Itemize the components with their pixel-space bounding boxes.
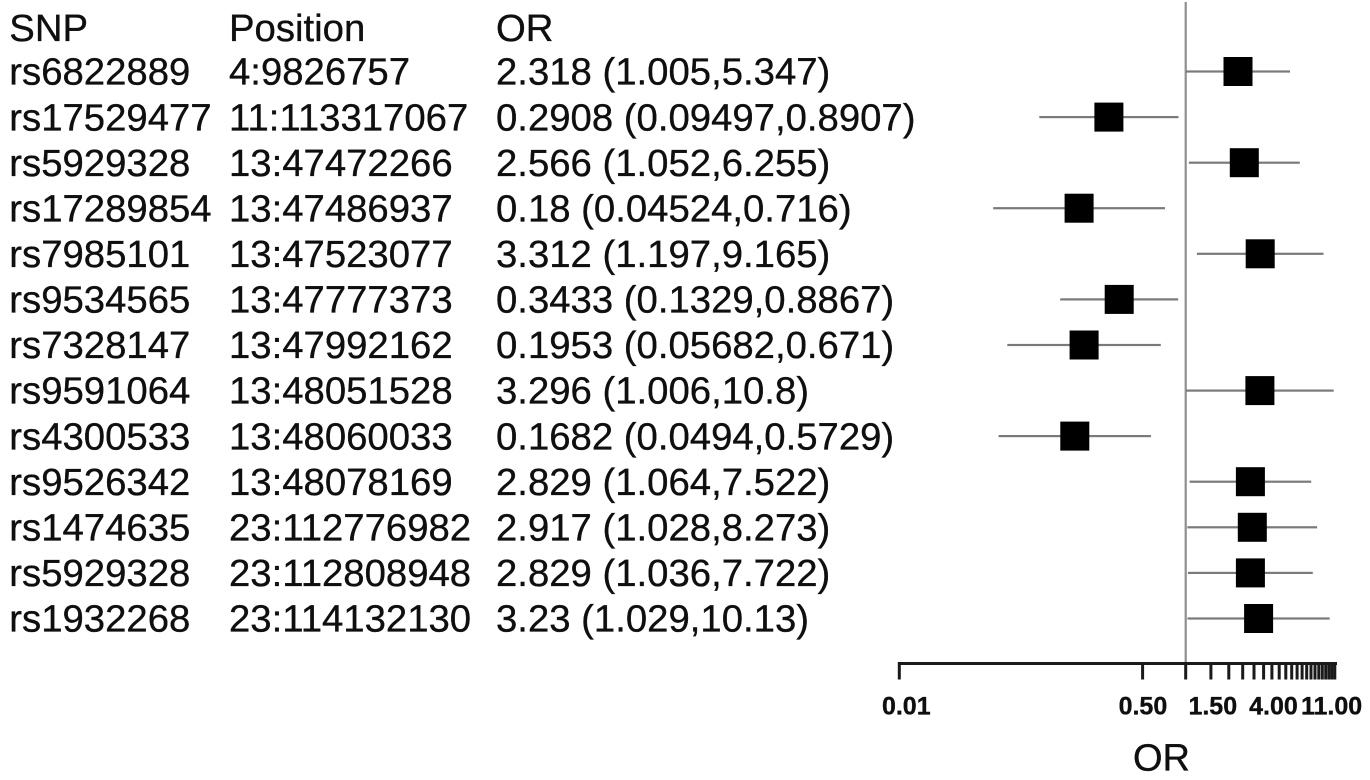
svg-text:rs17289854: rs17289854 — [9, 187, 211, 230]
svg-text:OR: OR — [1133, 738, 1190, 776]
svg-text:23:112808948: 23:112808948 — [229, 552, 471, 595]
svg-text:SNP: SNP — [9, 7, 88, 50]
svg-text:0.3433 (0.1329,0.8867): 0.3433 (0.1329,0.8867) — [496, 279, 894, 322]
svg-text:1.50: 1.50 — [1188, 693, 1237, 721]
svg-text:rs7985101: rs7985101 — [9, 233, 190, 276]
svg-text:13:48060033: 13:48060033 — [229, 415, 453, 458]
svg-text:rs4300533: rs4300533 — [9, 415, 190, 458]
svg-text:23:114132130: 23:114132130 — [229, 598, 471, 641]
svg-text:13:48051528: 13:48051528 — [229, 370, 453, 413]
svg-text:2.318 (1.005,5.347): 2.318 (1.005,5.347) — [496, 51, 830, 94]
svg-text:13:47486937: 13:47486937 — [229, 187, 453, 230]
svg-text:rs1474635: rs1474635 — [9, 507, 190, 550]
svg-text:13:48078169: 13:48078169 — [229, 461, 453, 504]
svg-text:2.829 (1.064,7.522): 2.829 (1.064,7.522) — [496, 461, 830, 504]
svg-text:Position: Position — [229, 7, 365, 50]
svg-text:13:47472266: 13:47472266 — [229, 142, 453, 185]
svg-text:rs9526342: rs9526342 — [9, 461, 190, 504]
svg-text:13:47523077: 13:47523077 — [229, 233, 453, 276]
svg-text:11.00: 11.00 — [1301, 693, 1362, 721]
svg-text:2.917 (1.028,8.273): 2.917 (1.028,8.273) — [496, 507, 830, 550]
svg-text:0.18 (0.04524,0.716): 0.18 (0.04524,0.716) — [496, 187, 852, 230]
svg-text:3.312 (1.197,9.165): 3.312 (1.197,9.165) — [496, 233, 830, 276]
svg-text:13:47992162: 13:47992162 — [229, 324, 453, 367]
svg-text:rs5929328: rs5929328 — [9, 552, 190, 595]
svg-text:OR: OR — [496, 7, 553, 50]
svg-text:3.23 (1.029,10.13): 3.23 (1.029,10.13) — [496, 598, 809, 641]
svg-text:0.1953 (0.05682,0.671): 0.1953 (0.05682,0.671) — [496, 324, 894, 367]
svg-text:rs9534565: rs9534565 — [9, 279, 190, 322]
svg-text:rs6822889: rs6822889 — [9, 51, 190, 94]
svg-text:11:113317067: 11:113317067 — [229, 96, 468, 139]
svg-text:4.00: 4.00 — [1249, 693, 1298, 721]
svg-text:2.566 (1.052,6.255): 2.566 (1.052,6.255) — [496, 142, 830, 185]
svg-text:0.1682 (0.0494,0.5729): 0.1682 (0.0494,0.5729) — [496, 415, 894, 458]
svg-text:3.296 (1.006,10.8): 3.296 (1.006,10.8) — [496, 370, 809, 413]
svg-text:rs1932268: rs1932268 — [9, 598, 190, 641]
svg-text:rs5929328: rs5929328 — [9, 142, 190, 185]
svg-text:rs7328147: rs7328147 — [9, 324, 190, 367]
svg-text:rs17529477: rs17529477 — [9, 96, 211, 139]
svg-text:2.829 (1.036,7.722): 2.829 (1.036,7.722) — [496, 552, 830, 595]
svg-text:0.2908 (0.09497,0.8907): 0.2908 (0.09497,0.8907) — [496, 96, 916, 139]
svg-text:13:47777373: 13:47777373 — [229, 279, 453, 322]
svg-text:4:9826757: 4:9826757 — [229, 51, 410, 94]
svg-text:0.01: 0.01 — [882, 693, 931, 721]
svg-text:rs9591064: rs9591064 — [9, 370, 190, 413]
svg-text:0.50: 0.50 — [1119, 693, 1168, 721]
svg-text:23:112776982: 23:112776982 — [229, 507, 471, 550]
